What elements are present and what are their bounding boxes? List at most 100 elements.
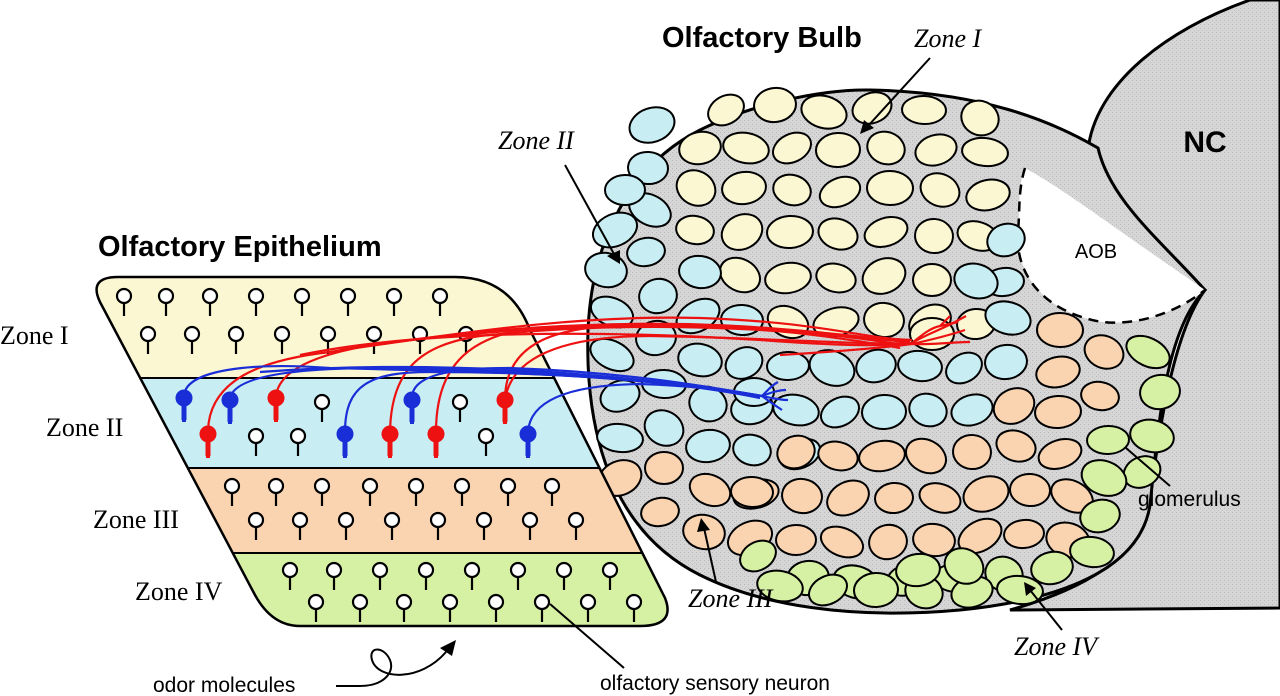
glomerulus bbox=[800, 94, 848, 130]
bulb-zone4-label: Zone IV bbox=[1014, 632, 1100, 661]
olfactory-sensory-neuron-icon bbox=[281, 561, 299, 590]
olfactory-sensory-neuron-icon bbox=[567, 511, 585, 540]
glomerulus bbox=[720, 213, 764, 251]
glomerulus bbox=[914, 217, 954, 255]
glomerulus-pointer bbox=[1125, 447, 1171, 487]
glomerulus bbox=[957, 517, 1003, 555]
olfactory-sensory-neuron-icon bbox=[201, 287, 219, 316]
glomerulus-label: glomerulus bbox=[1138, 488, 1241, 511]
odor-arrowhead bbox=[440, 640, 456, 656]
white-neurons-layer bbox=[115, 287, 643, 622]
blue-axon-bundle bbox=[182, 365, 789, 433]
glomerulus bbox=[721, 170, 767, 206]
epi-zone4-label: Zone IV bbox=[135, 577, 223, 606]
olfactory-sensory-neuron-icon bbox=[487, 593, 505, 622]
colored-sensory-neuron bbox=[175, 389, 193, 422]
bulb-zone2-label: Zone II bbox=[498, 126, 575, 155]
glomerulus bbox=[984, 300, 1032, 336]
glomerulus bbox=[635, 319, 677, 357]
glomerulus bbox=[1037, 438, 1083, 470]
epi-zone1-label: Zone I bbox=[0, 321, 69, 350]
glomerulus bbox=[707, 93, 745, 127]
glomerulus bbox=[952, 433, 992, 471]
nc-label: NC bbox=[1183, 126, 1226, 159]
olfactory-sensory-neuron-icon bbox=[313, 393, 331, 422]
glomerulus bbox=[820, 395, 860, 429]
aob-boundary bbox=[1016, 167, 1206, 324]
glomerulus bbox=[753, 86, 797, 124]
olfactory-sensory-neuron-icon bbox=[417, 561, 435, 590]
glomerulus bbox=[596, 422, 644, 454]
glomerulus bbox=[772, 131, 812, 165]
glomerulus bbox=[1125, 334, 1171, 370]
olfactory-sensory-neuron-icon bbox=[555, 561, 573, 590]
olfactory-sensory-neuron-icon bbox=[337, 511, 355, 540]
olfactory-sensory-neuron-icon bbox=[407, 477, 425, 506]
glomerulus bbox=[853, 571, 899, 609]
glomerulus bbox=[868, 523, 908, 561]
glomerulus bbox=[589, 337, 635, 373]
glomerulus bbox=[912, 263, 952, 297]
epi-zone2-label: Zone II bbox=[46, 413, 123, 442]
olfactory-sensory-neuron-icon bbox=[247, 427, 265, 456]
olfactory-sensory-neuron-icon bbox=[451, 393, 469, 422]
glomerulus bbox=[1009, 472, 1051, 508]
glomerulus bbox=[718, 256, 762, 294]
glomerulus bbox=[953, 262, 999, 300]
olfactory-sensory-neuron-icon bbox=[273, 325, 291, 354]
olfactory-sensory-neuron-icon bbox=[601, 561, 619, 590]
colored-sensory-neuron bbox=[519, 425, 537, 458]
glomerulus bbox=[675, 214, 715, 246]
olfactory-sensory-neuron-icon bbox=[267, 477, 285, 506]
olfactory-sensory-neuron-icon bbox=[579, 593, 597, 622]
glomerulus bbox=[986, 222, 1026, 258]
glomerulus bbox=[722, 131, 770, 165]
glomerulus bbox=[756, 569, 804, 603]
glomerulus bbox=[855, 348, 897, 384]
olfactory-sensory-neuron-icon bbox=[313, 477, 331, 506]
glomerulus bbox=[1069, 535, 1115, 569]
glomerulus bbox=[678, 130, 722, 166]
glomerulus bbox=[996, 574, 1044, 606]
glomerulus bbox=[961, 136, 1009, 168]
olfactory-epithelium bbox=[95, 275, 669, 628]
olfactory-sensory-neuron-icon bbox=[463, 561, 481, 590]
glomerulus bbox=[995, 429, 1037, 463]
glomerulus bbox=[914, 133, 958, 167]
colored-sensory-neuron bbox=[336, 425, 354, 458]
glomerulus bbox=[919, 172, 961, 208]
olfactory-sensory-neuron-icon bbox=[431, 287, 449, 316]
olfactory-sensory-neuron-icon bbox=[625, 593, 643, 622]
olfactory-sensory-neuron-icon bbox=[291, 511, 309, 540]
colored-sensory-neuron bbox=[496, 391, 514, 424]
neuron-pointer bbox=[549, 603, 625, 669]
olfactory-sensory-neuron-icon bbox=[383, 511, 401, 540]
glomerulus bbox=[599, 379, 641, 413]
glomerulus bbox=[817, 440, 859, 472]
colored-sensory-neuron bbox=[403, 391, 421, 424]
glomerulus bbox=[817, 217, 859, 251]
glomerulus bbox=[1003, 518, 1045, 550]
glomerulus bbox=[901, 94, 947, 126]
glomerulus bbox=[1035, 355, 1081, 389]
colored-sensory-neuron bbox=[199, 425, 217, 458]
glomerulus bbox=[766, 350, 810, 382]
glomerulus bbox=[815, 262, 857, 294]
glomerulus bbox=[685, 428, 731, 464]
glomerulus bbox=[643, 409, 685, 447]
glomerulus bbox=[861, 393, 907, 431]
olfactory-sensory-neuron-icon bbox=[339, 287, 357, 316]
olfactory-sensory-neuron-icon bbox=[477, 427, 495, 456]
bulb-zone1-arrow bbox=[867, 57, 931, 127]
olfactory-sensory-neuron-icon bbox=[157, 287, 175, 316]
glomerulus bbox=[1129, 418, 1175, 454]
glomerulus bbox=[677, 342, 723, 378]
glomerulus bbox=[962, 475, 1010, 513]
glomerulus bbox=[775, 523, 817, 557]
glomerulus bbox=[1139, 373, 1181, 411]
colored-sensory-neuron bbox=[427, 425, 445, 458]
olfactory-epithelium-title: Olfactory Epithelium bbox=[98, 231, 382, 263]
glomerulus bbox=[861, 257, 907, 295]
glomerulus bbox=[818, 175, 862, 209]
glomerulus bbox=[766, 214, 814, 250]
